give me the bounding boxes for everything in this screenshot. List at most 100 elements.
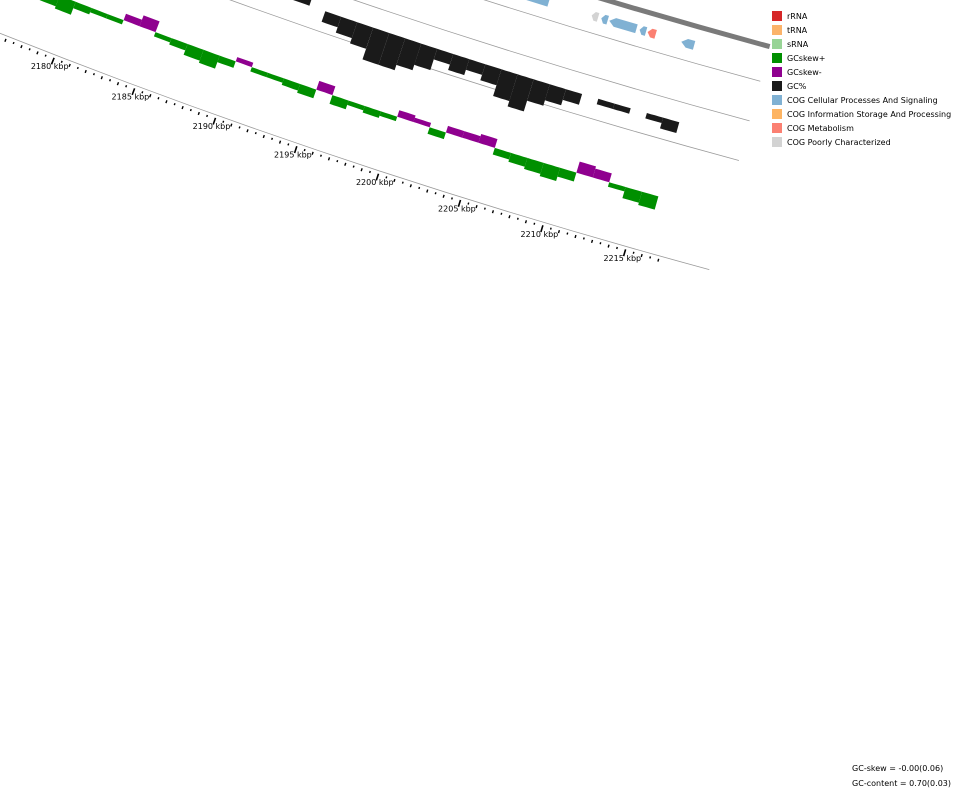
gc-skew-bar [329,95,349,110]
gc-content-bar [309,5,326,12]
outer-tick-ring [4,38,660,262]
gc-content-bar [335,16,358,39]
minor-tick [549,227,552,230]
legend-swatch [772,137,782,147]
minor-tick [336,159,339,163]
track-guide-lines [0,0,771,270]
gc-skew-bar [478,134,498,148]
tick-label: 2200 kbp [356,178,394,187]
major-tick [293,146,298,154]
minor-tick [230,123,233,127]
gc-content-bar [480,64,502,86]
legend-item: rRNA [772,9,951,23]
gc-skew-bar [235,57,254,68]
tick-label: 2210 kbp [521,230,559,239]
legend-swatch [772,81,782,91]
gc-content-bar [493,69,518,102]
minor-tick [287,143,290,146]
gc-skew-track [39,0,659,210]
minor-tick [36,51,39,55]
gc-content-bar [448,54,470,76]
minor-tick [590,239,594,244]
legend-label: COG Poorly Characterized [787,137,891,147]
minor-tick [206,114,209,118]
minor-tick [173,103,176,106]
minor-tick [557,229,561,234]
track-guide-line [483,0,761,82]
gene-feature [601,14,609,25]
minor-tick [20,44,23,49]
legend-swatch [772,95,782,105]
legend-label: GCskew+ [787,53,826,63]
minor-tick [500,212,503,215]
minor-tick [640,253,643,258]
legend-label: COG Cellular Processes And Signaling [787,95,938,105]
minor-tick [116,82,120,86]
minor-tick [344,162,347,166]
minor-tick [4,38,7,42]
gc-skew-bar [445,125,465,138]
gc-content-bar [362,27,390,65]
gc-skew-bar [73,1,92,15]
minor-tick [657,258,660,262]
gc-content-bar [612,103,631,114]
legend-item: COG Metabolism [772,121,951,135]
minor-tick [303,148,306,152]
gc-skew-bar [508,152,528,167]
gc-content-bar [596,98,615,109]
genome-backbone [597,0,771,50]
minor-tick [434,192,437,195]
gc-content-bar [507,74,534,112]
minor-tick [418,186,421,190]
minor-tick [319,154,322,157]
gc-skew-bar [169,38,188,51]
minor-tick [84,69,87,74]
gc-content-bar [350,22,374,49]
minor-tick [327,157,331,161]
legend-swatch [772,109,782,119]
minor-tick [149,94,152,98]
legend-item: COG Cellular Processes And Signaling [772,93,951,107]
gc-skew-bar [576,161,596,178]
gc-skew-bar [592,168,612,183]
tick-label: 2190 kbp [193,122,231,131]
tick-label: 2195 kbp [274,151,312,160]
major-tick [131,88,136,96]
gc-skew-bar [266,72,284,83]
legend-swatch [772,53,782,63]
minor-tick [262,134,265,139]
major-tick [212,117,217,125]
tick-label: 2185 kbp [112,93,150,102]
gc-content-bar [630,108,647,113]
legend-label: COG Information Storage And Processing [787,109,952,119]
gc-content-bar [544,84,566,106]
gc-content-track [293,0,680,133]
legend-item: tRNA [772,23,951,37]
gc-content-bar [660,117,680,133]
minor-tick [607,244,610,248]
legend-swatch [772,39,782,49]
minor-tick [109,79,112,82]
gc-skew-bar [139,15,160,33]
minor-tick [409,184,412,188]
minor-tick [165,100,168,104]
gc-skew-bar [492,147,512,160]
minor-tick [68,63,71,68]
minor-tick [442,194,445,198]
minor-tick [467,202,470,205]
gc-content-bar [293,0,312,6]
gc-content-bar [321,11,342,28]
gc-skew-bar [106,14,124,25]
gc-skew-bar [281,78,301,91]
minor-tick [141,91,144,94]
gene-feature [639,26,648,36]
minor-tick [352,165,355,168]
minor-tick [197,111,200,116]
minor-tick [451,197,453,200]
gene-tracks [526,0,696,50]
major-tick [457,199,462,207]
minor-tick [566,232,569,235]
tick-label: 2180 kbp [31,62,69,71]
tick-label: 2215 kbp [603,254,641,263]
minor-tick [516,217,519,220]
